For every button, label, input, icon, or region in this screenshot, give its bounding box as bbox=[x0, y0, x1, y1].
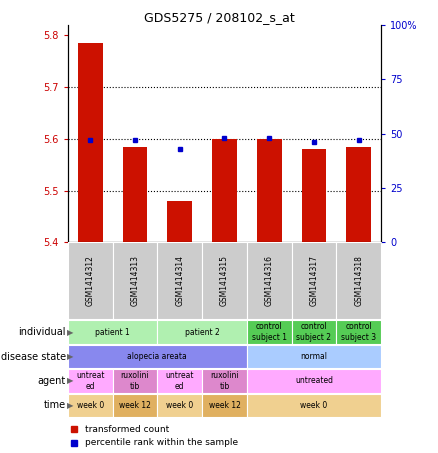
Text: week 0: week 0 bbox=[166, 401, 193, 410]
Text: agent: agent bbox=[38, 376, 66, 386]
Bar bbox=[157, 242, 202, 319]
Bar bbox=[346, 147, 371, 242]
Text: normal: normal bbox=[300, 352, 328, 361]
Bar bbox=[292, 320, 336, 344]
Bar bbox=[257, 139, 282, 242]
Text: GSM1414315: GSM1414315 bbox=[220, 255, 229, 306]
Bar bbox=[68, 369, 113, 393]
Text: patient 2: patient 2 bbox=[185, 328, 219, 337]
Text: untreated: untreated bbox=[295, 376, 333, 386]
Text: week 0: week 0 bbox=[300, 401, 328, 410]
Text: ▶: ▶ bbox=[67, 352, 74, 361]
Bar bbox=[157, 320, 247, 344]
Text: control
subject 2: control subject 2 bbox=[297, 323, 332, 342]
Bar bbox=[302, 149, 326, 242]
Text: untreat
ed: untreat ed bbox=[166, 371, 194, 390]
Bar bbox=[157, 369, 202, 393]
Bar bbox=[167, 201, 192, 242]
Text: ruxolini
tib: ruxolini tib bbox=[210, 371, 239, 390]
Text: percentile rank within the sample: percentile rank within the sample bbox=[85, 439, 238, 448]
Bar bbox=[247, 320, 292, 344]
Bar bbox=[123, 147, 147, 242]
Bar bbox=[247, 394, 381, 417]
Text: GSM1414317: GSM1414317 bbox=[310, 255, 318, 306]
Bar bbox=[68, 345, 247, 368]
Bar bbox=[247, 345, 381, 368]
Bar bbox=[202, 369, 247, 393]
Text: ▶: ▶ bbox=[67, 401, 74, 410]
Bar bbox=[68, 320, 157, 344]
Bar bbox=[336, 320, 381, 344]
Bar bbox=[113, 394, 157, 417]
Bar bbox=[336, 242, 381, 319]
Bar bbox=[157, 394, 202, 417]
Bar bbox=[68, 394, 113, 417]
Bar bbox=[212, 139, 237, 242]
Text: transformed count: transformed count bbox=[85, 424, 170, 434]
Text: ▶: ▶ bbox=[67, 376, 74, 386]
Text: alopecia areata: alopecia areata bbox=[127, 352, 187, 361]
Text: individual: individual bbox=[18, 327, 66, 337]
Bar bbox=[113, 369, 157, 393]
Bar bbox=[113, 242, 157, 319]
Text: week 0: week 0 bbox=[77, 401, 104, 410]
Text: control
subject 3: control subject 3 bbox=[341, 323, 376, 342]
Text: GSM1414318: GSM1414318 bbox=[354, 255, 363, 306]
Text: patient 1: patient 1 bbox=[95, 328, 130, 337]
Text: time: time bbox=[43, 400, 66, 410]
Text: GSM1414314: GSM1414314 bbox=[175, 255, 184, 306]
Text: disease state: disease state bbox=[0, 352, 66, 361]
Bar bbox=[247, 242, 292, 319]
Text: ruxolini
tib: ruxolini tib bbox=[121, 371, 149, 390]
Text: GSM1414316: GSM1414316 bbox=[265, 255, 274, 306]
Text: GSM1414313: GSM1414313 bbox=[131, 255, 139, 306]
Text: untreat
ed: untreat ed bbox=[76, 371, 105, 390]
Bar bbox=[202, 394, 247, 417]
Bar bbox=[68, 242, 113, 319]
Text: control
subject 1: control subject 1 bbox=[252, 323, 287, 342]
Bar bbox=[292, 242, 336, 319]
Text: week 12: week 12 bbox=[208, 401, 240, 410]
Text: week 12: week 12 bbox=[119, 401, 151, 410]
Bar bbox=[247, 369, 381, 393]
Text: GDS5275 / 208102_s_at: GDS5275 / 208102_s_at bbox=[144, 11, 294, 24]
Bar bbox=[78, 43, 102, 242]
Bar bbox=[202, 242, 247, 319]
Text: GSM1414312: GSM1414312 bbox=[86, 255, 95, 306]
Text: ▶: ▶ bbox=[67, 328, 74, 337]
